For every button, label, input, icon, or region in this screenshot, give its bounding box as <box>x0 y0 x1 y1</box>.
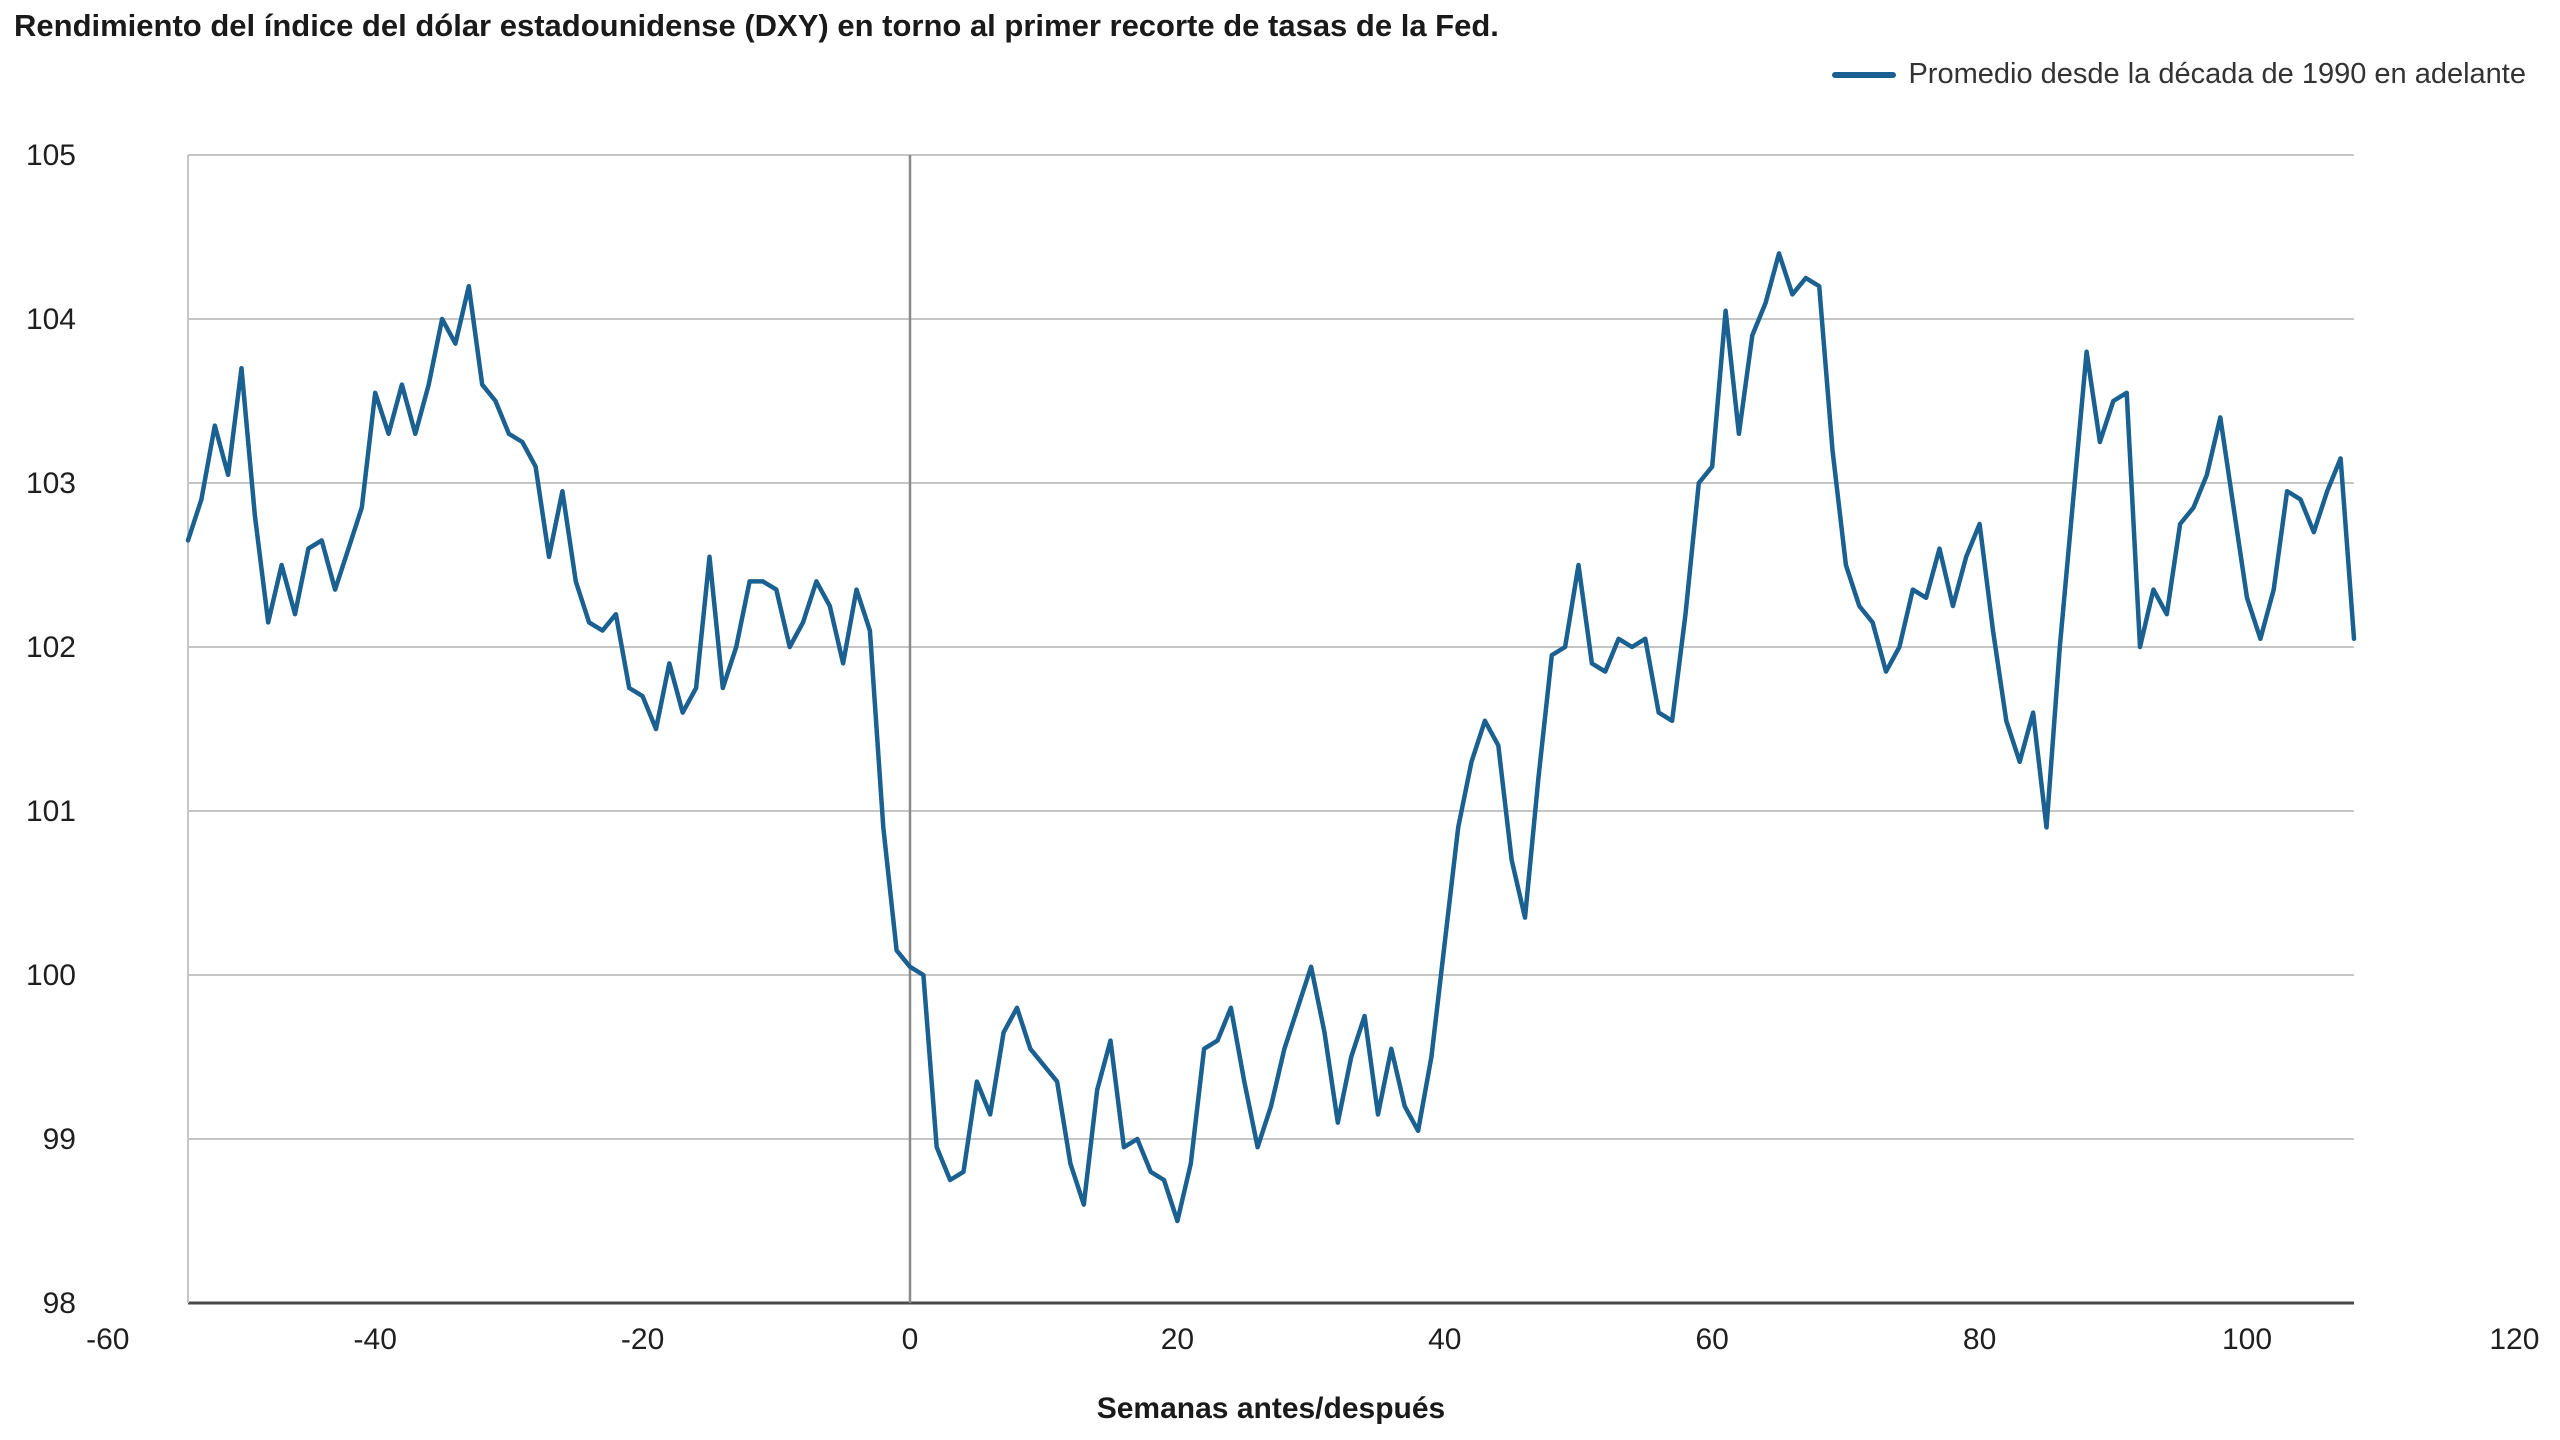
x-tick-label-100: 100 <box>2222 1323 2272 1356</box>
x-tick-label-40: 40 <box>1428 1323 1461 1356</box>
x-tick-label--60: -60 <box>86 1323 129 1356</box>
y-tick-label-98: 98 <box>43 1287 76 1320</box>
legend-label: Promedio desde la década de 1990 en adel… <box>1908 58 2526 90</box>
series-line-promedio <box>185 251 2357 1224</box>
y-tick-label-99: 99 <box>43 1123 76 1156</box>
y-tick-label-105: 105 <box>26 139 76 172</box>
y-tick-label-100: 100 <box>26 959 76 992</box>
x-axis-title: Semanas antes/después <box>1096 1392 1446 1425</box>
x-tick-label-20: 20 <box>1161 1323 1194 1356</box>
x-tick-label-80: 80 <box>1963 1323 1996 1356</box>
x-tick-label-0: 0 <box>902 1323 919 1356</box>
y-tick-label-103: 103 <box>26 467 76 500</box>
x-tick-label--40: -40 <box>354 1323 397 1356</box>
y-tick-label-102: 102 <box>26 631 76 664</box>
y-tick-label-104: 104 <box>26 303 76 336</box>
legend-line-swatch <box>1832 71 1897 78</box>
chart-title: Rendimiento del índice del dólar estadou… <box>14 8 1499 43</box>
x-tick-label-120: 120 <box>2489 1323 2539 1356</box>
x-tick-label--20: -20 <box>621 1323 664 1356</box>
legend: Promedio desde la década de 1990 en adel… <box>1832 58 2526 91</box>
x-tick-label-60: 60 <box>1696 1323 1729 1356</box>
y-tick-label-101: 101 <box>26 795 76 828</box>
